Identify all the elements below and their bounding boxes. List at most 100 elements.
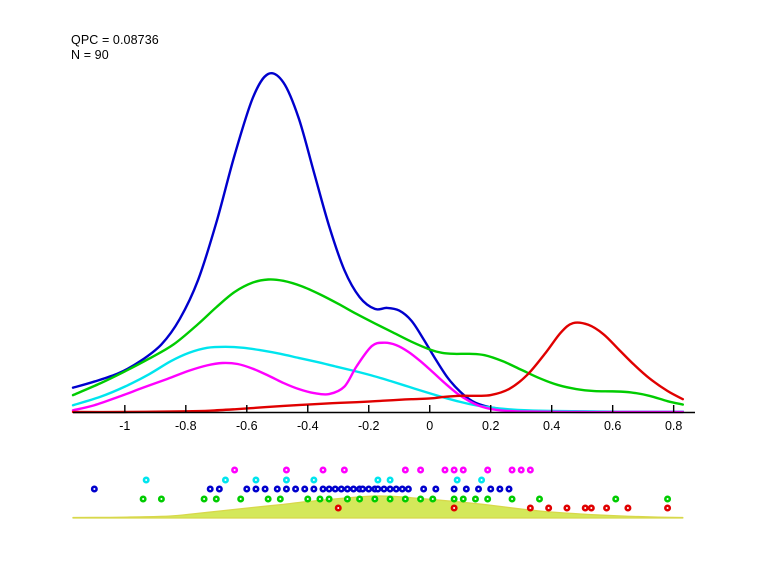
rug-point-center [294, 488, 297, 490]
rug-point-center [203, 498, 206, 500]
rug-point-center [626, 507, 629, 509]
rug-point-center [486, 469, 489, 471]
rug-point-center [352, 488, 355, 490]
density-curve-blue [71, 72, 684, 413]
rug-point-center [267, 498, 270, 500]
rug-point-center [389, 488, 392, 490]
rug-point-center [142, 498, 145, 500]
rug-point-center [361, 488, 364, 490]
rug-point-center [404, 498, 407, 500]
rug-point-center [93, 488, 96, 490]
x-axis: -1 -0.8 -0.6 -0.4 -0.2 0 0.2 0.4 0.6 0.8 [73, 405, 695, 433]
rug-point-center [529, 507, 532, 509]
rug-point-center [245, 488, 248, 490]
rug-point-center [453, 498, 456, 500]
rug-point-center [529, 469, 532, 471]
qpc-annotation: QPC = 0.08736 [71, 33, 159, 47]
rug-point-center [395, 488, 398, 490]
rug-plot-group [72, 466, 684, 519]
rug-point-center [486, 498, 489, 500]
rug-point-center [666, 498, 669, 500]
rug-point-center [383, 488, 385, 490]
rug-point-center [389, 498, 392, 500]
rug-point-center [209, 488, 212, 490]
rug-point-center [328, 498, 331, 500]
rug-point-center [443, 469, 446, 471]
x-axis-tick-label: -0.8 [175, 419, 197, 433]
rug-point-center [312, 488, 315, 490]
rug-point-center [254, 488, 257, 490]
x-axis-tick-label: 0.2 [482, 419, 499, 433]
rug-point-center [419, 469, 422, 471]
rug-point-center [538, 498, 541, 500]
rug-point-center [453, 507, 456, 509]
x-axis-tick-label: -0.2 [358, 419, 380, 433]
x-axis-tick-label: -0.6 [236, 419, 258, 433]
rug-point-center [614, 498, 617, 500]
rug-point-center [462, 498, 465, 500]
rug-point-center [285, 488, 288, 490]
rug-point-center [343, 469, 346, 471]
rug-point-center [511, 498, 514, 500]
rug-point-center [605, 507, 608, 509]
rug-point-center [334, 488, 337, 490]
rug-point-center [328, 488, 331, 490]
rug-point-center [480, 479, 483, 481]
rug-point-center [520, 469, 523, 471]
rug-point-center [584, 507, 587, 509]
x-axis-tick-label: 0.4 [543, 419, 560, 433]
rug-point-center [477, 488, 480, 490]
rug-point-center [590, 507, 593, 509]
rug-point-center [666, 507, 669, 509]
rug-point-center [508, 488, 511, 490]
rug-point-center [422, 488, 425, 490]
rug-point-center [404, 469, 407, 471]
rug-point-center [285, 479, 288, 481]
x-axis-tick-label: -1 [119, 419, 130, 433]
rug-point-center [346, 488, 349, 490]
rug-point-center [285, 469, 288, 471]
rug-point-center [279, 498, 282, 500]
rug-point-center [340, 488, 343, 490]
density-curve-magenta [71, 341, 684, 414]
rug-point-center [465, 488, 468, 490]
rug-point-center [511, 469, 514, 471]
rug-point-center [498, 488, 501, 490]
x-axis-tick-label: 0.8 [665, 419, 682, 433]
rug-point-center [318, 498, 321, 500]
rug-point-center [215, 498, 218, 500]
rug-point-center [434, 488, 437, 490]
rug-point-center [306, 498, 309, 500]
rug-point-center [233, 469, 236, 471]
rug-point-center [389, 479, 392, 481]
rug-point-center [218, 488, 221, 490]
rug-point-center [376, 479, 379, 481]
density-curves-group [71, 72, 684, 414]
rug-point-center [160, 498, 163, 500]
x-axis-tick-label: 0 [426, 419, 433, 433]
rug-point-center [264, 488, 267, 490]
rug-point-center [407, 488, 410, 490]
rug-point-center [239, 498, 242, 500]
rug-point-center [373, 498, 376, 500]
rug-point-center [303, 488, 306, 490]
rug-point-center [367, 488, 370, 490]
rug-point-center [254, 479, 257, 481]
rug-point-center [456, 479, 459, 481]
density-curve-cyan [71, 345, 684, 413]
rug-point-center [453, 469, 456, 471]
rug-point-center [419, 498, 422, 500]
rug-point-center [376, 488, 379, 490]
rug-point-center [489, 488, 492, 490]
x-axis-tick-label: -0.4 [297, 419, 319, 433]
x-axis-tick-label: 0.6 [604, 419, 621, 433]
rug-point-center [358, 498, 361, 500]
rug-point-center [145, 479, 148, 481]
rug-point-center [401, 488, 404, 490]
rug-point-center [474, 498, 477, 500]
rug-point-center [462, 469, 465, 471]
rug-point-center [276, 488, 279, 490]
density-curve-red [71, 321, 684, 414]
